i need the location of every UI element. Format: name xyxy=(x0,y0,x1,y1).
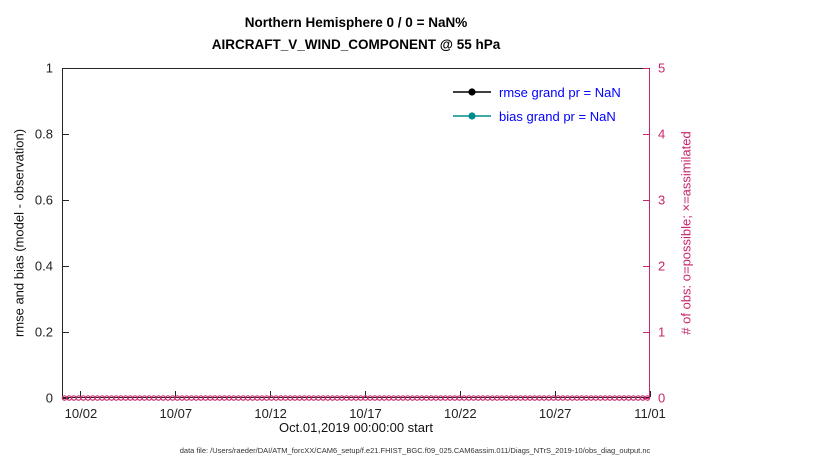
y-axis-right-tick-label: 3 xyxy=(658,192,666,208)
y-axis-right-tickmark xyxy=(643,67,649,69)
x-axis-tick-label: 10/02 xyxy=(64,406,98,421)
x-axis-tick-label: 10/22 xyxy=(444,406,477,421)
legend-marker-rmse-icon xyxy=(453,88,491,96)
y-axis-left-tick-label: 0 xyxy=(45,390,53,406)
x-axis-tickmark xyxy=(554,391,556,397)
y-axis-left-tick-label: 1 xyxy=(45,60,53,76)
y-axis-right-tickmark xyxy=(643,397,649,399)
right-axis-label: # of obs: o=possible; ×=assimilated xyxy=(678,131,694,335)
y-axis-left-tick-label: 0.6 xyxy=(34,192,53,208)
x-axis-tick-label: 11/01 xyxy=(634,406,666,421)
left-axis-label: rmse and bias (model - observation) xyxy=(11,128,27,338)
x-axis-tickmark xyxy=(80,391,82,397)
x-axis-tickmark xyxy=(649,391,651,397)
y-axis-left-tick-label: 0.2 xyxy=(34,324,53,340)
x-axis-tickmark xyxy=(364,391,366,397)
legend-label-rmse: rmse grand pr = NaN xyxy=(499,84,621,100)
x-axis-tickmark xyxy=(459,391,461,397)
y-axis-left-tickmark xyxy=(63,67,69,69)
y-axis-right-tick-label: 4 xyxy=(658,126,666,142)
obs-count-marker-row xyxy=(61,395,651,401)
y-axis-left-tickmark xyxy=(63,133,69,135)
plot-area xyxy=(62,68,650,398)
y-axis-right-tickmark xyxy=(643,331,649,333)
legend-row-rmse: rmse grand pr = NaN xyxy=(452,80,621,104)
y-axis-right-tickmark xyxy=(643,133,649,135)
legend: rmse grand pr = NaN bias grand pr = NaN xyxy=(452,80,621,128)
chart-title-line2: AIRCRAFT_V_WIND_COMPONENT @ 55 hPa xyxy=(211,37,501,52)
legend-row-bias: bias grand pr = NaN xyxy=(452,104,621,128)
legend-label-bias: bias grand pr = NaN xyxy=(499,108,616,124)
chart-title-line1: Northern Hemisphere 0 / 0 = NaN% xyxy=(244,15,468,30)
y-axis-left-tickmark xyxy=(63,199,69,201)
legend-marker-bias-icon xyxy=(453,112,491,120)
x-axis-tick-label: 10/07 xyxy=(159,406,193,421)
data-file-path: data file: /Users/raeder/DAI/ATM_forcXX/… xyxy=(179,446,651,455)
y-axis-right-tickmark xyxy=(643,265,649,267)
y-axis-right-tick-label: 5 xyxy=(658,60,666,76)
x-axis-tickmark xyxy=(270,391,272,397)
x-axis-tick-label: 10/12 xyxy=(254,406,287,421)
x-axis-tick-label: 10/27 xyxy=(538,406,572,421)
y-axis-left-tick-label: 0.4 xyxy=(34,258,53,274)
y-axis-left-tick-label: 0.8 xyxy=(34,126,53,142)
y-axis-right-tick-label: 1 xyxy=(658,324,666,340)
y-axis-right-tick-label: 0 xyxy=(658,390,666,406)
y-axis-left-tickmark xyxy=(63,331,69,333)
x-axis-tickmark xyxy=(175,391,177,397)
y-axis-left-tickmark xyxy=(63,397,69,399)
y-axis-left-tickmark xyxy=(63,265,69,267)
x-axis-label: Oct.01,2019 00:00:00 start xyxy=(279,420,433,435)
x-axis-tick-label: 10/17 xyxy=(349,406,382,421)
y-axis-right-tick-label: 2 xyxy=(658,258,666,274)
y-axis-right-tickmark xyxy=(643,199,649,201)
